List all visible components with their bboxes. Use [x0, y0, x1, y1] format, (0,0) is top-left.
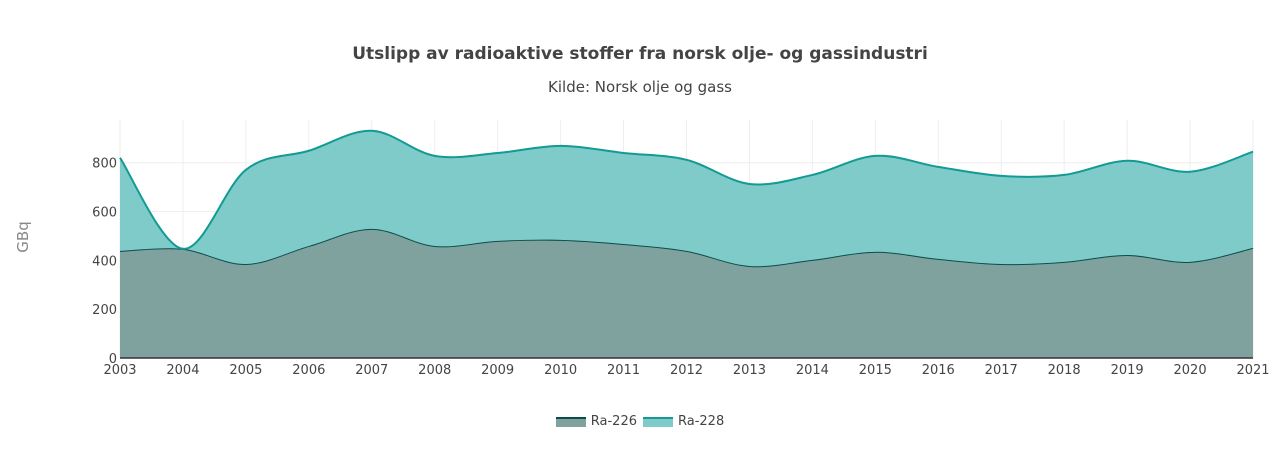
x-tick-label: 2021	[1236, 363, 1269, 378]
legend-item-ra228[interactable]: Ra-228	[643, 414, 724, 429]
x-tick-label: 2012	[670, 363, 703, 378]
chart-area: 0 200 400 600 800 2003 2004 2005 2006 2007 2008 200…	[92, 120, 1270, 378]
chart-title: Utslipp av radioaktive stoffer fra norsk…	[352, 44, 928, 64]
x-tick-label: 2006	[292, 363, 325, 378]
x-tick-label: 2007	[355, 363, 388, 378]
legend-swatch	[555, 416, 586, 427]
x-tick-label: 2015	[859, 363, 892, 378]
y-tick-label: 600	[92, 206, 117, 221]
y-tick-label: 800	[92, 157, 117, 172]
x-tick-label: 2018	[1048, 363, 1081, 378]
x-tick-label: 2005	[229, 363, 262, 378]
y-tick-label: 200	[92, 303, 117, 318]
x-tick-label: 2011	[607, 363, 640, 378]
y-tick-label: 400	[92, 254, 117, 269]
x-tick-label: 2017	[985, 363, 1018, 378]
legend-label: Ra-226	[590, 414, 637, 429]
x-tick-label: 2013	[733, 363, 766, 378]
legend-label: Ra-228	[678, 414, 725, 429]
x-tick-label: 2009	[481, 363, 514, 378]
y-tick-label: 0	[109, 352, 117, 367]
legend-swatch	[643, 416, 673, 427]
legend-item-ra226[interactable]: Ra-226	[555, 414, 637, 429]
x-tick-label: 2019	[1111, 363, 1144, 378]
x-tick-label: 2008	[418, 363, 451, 378]
x-tick-label: 2016	[922, 363, 955, 378]
x-tick-label: 2003	[103, 363, 136, 378]
area-ra-228	[120, 130, 1253, 267]
legend: Ra-226 Ra-228	[0, 414, 1280, 429]
area-ra-226	[120, 228, 1253, 358]
x-tick-label: 2010	[544, 363, 577, 378]
chart-subtitle: Kilde: Norsk olje og gass	[548, 78, 732, 96]
line-ra-228	[119, 129, 1254, 250]
x-tick-label: 2014	[796, 363, 829, 378]
x-tick-label: 2004	[166, 363, 199, 378]
x-tick-label: 2020	[1174, 363, 1207, 378]
